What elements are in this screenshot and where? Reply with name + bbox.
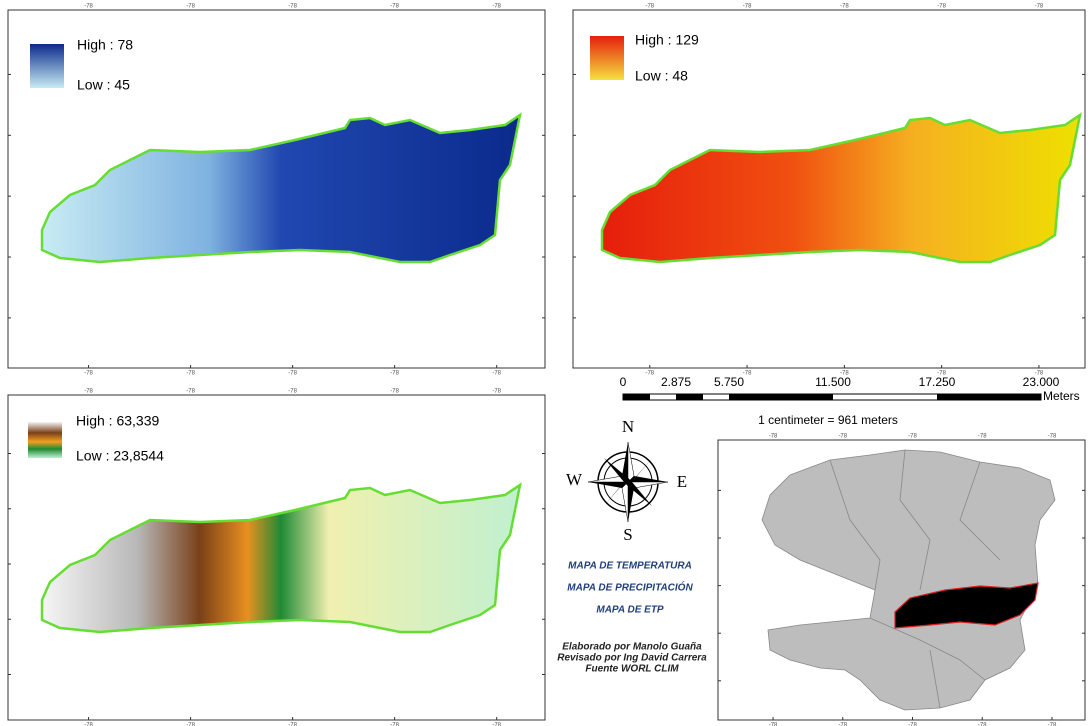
frame-tick-label: -78: [838, 723, 847, 726]
credit: Elaborado por Manolo Guaña: [562, 642, 702, 653]
frame-tick-label: -78: [645, 371, 654, 377]
frame-tick-label: -78: [743, 4, 752, 10]
scale-segment: [676, 394, 703, 400]
map-layout: High : 78 Low : 45 High : 129 Low : 48 H…: [0, 0, 1092, 726]
frame-tick-label: -78: [492, 4, 501, 10]
frame-tick-label: -78: [84, 371, 93, 377]
frame-tick-label: -78: [937, 4, 946, 10]
frame-tick-label: -78: [186, 723, 195, 726]
credit: Fuente WORL CLIM: [585, 664, 679, 675]
compass-south: S: [623, 525, 632, 544]
legend-ramp: [30, 44, 64, 88]
legend-ramp: [590, 36, 624, 80]
legend-high: High : 78: [77, 37, 133, 53]
frame-tick-label: -78: [288, 723, 297, 726]
frame-tick-label: -78: [1035, 4, 1044, 10]
legend-low: Low : 45: [77, 77, 130, 93]
frame-tick-label: -78: [186, 4, 195, 10]
compass-west: W: [566, 470, 583, 489]
map-title: MAPA DE ETP: [596, 605, 664, 616]
frame-tick-label: -78: [769, 723, 778, 726]
frame-tick-label: -78: [908, 723, 917, 726]
frame-tick-label: -78: [390, 389, 399, 395]
credit: Revisado por Ing David Carrera: [557, 653, 707, 664]
frame-tick-label: -78: [288, 4, 297, 10]
etp-map: [42, 485, 520, 632]
frame-tick-label: -78: [908, 434, 917, 440]
frame-tick-label: -78: [838, 434, 847, 440]
scale-label: 0: [620, 375, 627, 389]
frame-tick-label: -78: [84, 723, 93, 726]
precipitation-map: [602, 115, 1080, 262]
frame-tick-label: -78: [186, 389, 195, 395]
scale-segment: [729, 394, 833, 400]
frame-tick-label: -78: [390, 723, 399, 726]
scale-label: 5.750: [714, 375, 744, 389]
compass-east: E: [677, 472, 687, 491]
frame-tick-label: -78: [1048, 723, 1057, 726]
scale-label: 11.500: [815, 375, 851, 389]
frame-tick-label: -78: [743, 371, 752, 377]
frame-tick-label: -78: [645, 4, 654, 10]
scale-ratio: 1 centimeter = 961 meters: [758, 413, 898, 427]
scale-label: 23.000: [1023, 375, 1060, 389]
frame-tick-label: -78: [769, 434, 778, 440]
legend-low: Low : 48: [635, 68, 688, 84]
frame-tick-label: -78: [978, 723, 987, 726]
scale-segment: [623, 394, 650, 400]
scale-label: 2.875: [661, 375, 691, 389]
frame-tick-label: -78: [1048, 434, 1057, 440]
compass-north: N: [622, 417, 634, 436]
inset-map: [762, 450, 1055, 710]
frame-tick-label: -78: [84, 389, 93, 395]
legend-high: High : 129: [635, 32, 699, 48]
frame-tick-label: -78: [840, 4, 849, 10]
frame-tick-label: -78: [186, 371, 195, 377]
scale-bar: [623, 394, 1041, 400]
scale-label: 17.250: [919, 375, 956, 389]
frame-tick-label: -78: [390, 4, 399, 10]
frame-tick-label: -78: [84, 4, 93, 10]
frame-tick-label: -78: [492, 371, 501, 377]
frame-tick-label: -78: [390, 371, 399, 377]
frame-tick-label: -78: [492, 723, 501, 726]
legend-low: Low : 23,8544: [76, 448, 164, 464]
frame-tick-label: -78: [978, 434, 987, 440]
compass-rose: [588, 442, 668, 522]
temperature-map: [42, 115, 520, 262]
legend-high: High : 63,339: [76, 413, 159, 429]
frame-tick-label: -78: [288, 371, 297, 377]
map-title: MAPA DE TEMPERATURA: [568, 561, 692, 572]
scale-unit: Meters: [1043, 389, 1080, 403]
frame-tick-label: -78: [492, 389, 501, 395]
map-title: MAPA DE PRECIPITACIÓN: [567, 581, 693, 594]
frame-tick-label: -78: [288, 389, 297, 395]
legend-ramp: [28, 422, 62, 458]
scale-segment: [937, 394, 1041, 400]
